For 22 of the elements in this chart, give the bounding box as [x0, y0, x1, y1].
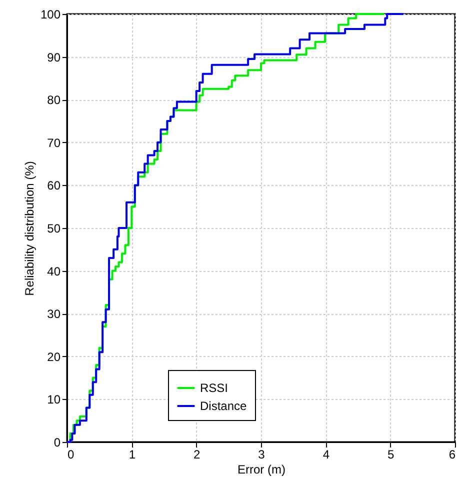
y-tick-label: 0 — [54, 436, 61, 450]
y-axis-title: Reliability distribution (%) — [22, 161, 36, 296]
y-tick-label: 20 — [47, 350, 61, 364]
y-tick-label: 80 — [47, 93, 61, 108]
legend-label: Distance — [200, 399, 248, 413]
x-tick-label: 1 — [128, 448, 136, 462]
y-tick-label: 60 — [47, 178, 61, 193]
y-tick-label: 90 — [47, 50, 61, 64]
x-tick-label: 4 — [322, 448, 330, 462]
y-tick-label: 10 — [47, 392, 61, 407]
legend-label: RSSI — [200, 381, 228, 395]
x-tick-label: 0 — [68, 448, 74, 462]
y-tick-label: 70 — [47, 136, 61, 150]
x-tick-label: 6 — [448, 448, 456, 462]
y-tick-label: 50 — [47, 222, 61, 236]
x-axis-title: Error (m) — [238, 462, 286, 476]
y-tick-label: 40 — [47, 264, 61, 278]
x-tick-label: 2 — [193, 448, 200, 462]
y-tick-label: 100 — [40, 8, 61, 22]
x-tick-label: 5 — [387, 448, 394, 462]
x-tick-label: 3 — [258, 448, 266, 462]
y-tick-label: 30 — [47, 307, 61, 322]
